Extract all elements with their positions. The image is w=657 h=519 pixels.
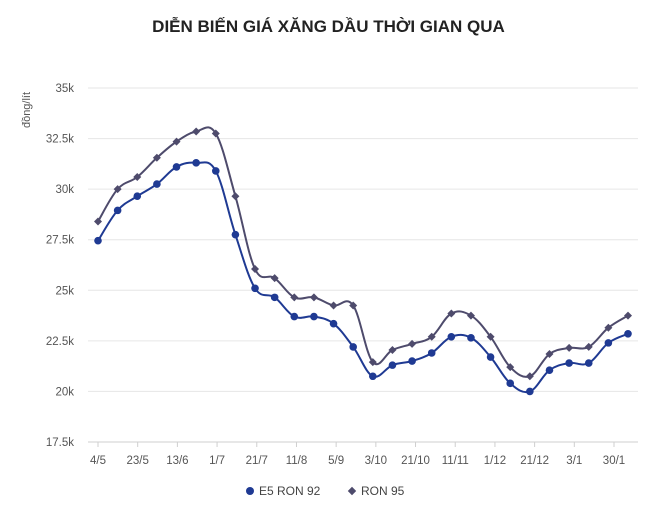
series-line [97,161,629,394]
legend-item-ron-95[interactable]: RON 95 [347,484,405,498]
data-point[interactable] [172,163,181,171]
data-point[interactable] [211,167,220,175]
data-point[interactable] [506,379,515,388]
data-point[interactable] [545,366,554,374]
legend[interactable]: E5 RON 92 RON 95 [246,484,405,498]
grid-lines [88,87,638,443]
data-point[interactable] [172,137,181,146]
chart-title: DIỄN BIẾN GIÁ XĂNG DẦU THỜI GIAN QUA [152,17,505,36]
data-point[interactable] [192,159,200,167]
x-tick-label: 30/1 [603,455,625,467]
y-tick-label: 30k [55,184,74,196]
y-tick-label: 20k [55,386,74,398]
data-point[interactable] [506,363,515,372]
data-point[interactable] [94,236,102,245]
series-line [97,126,629,378]
x-tick-label: 13/6 [166,455,188,467]
data-point[interactable] [329,319,338,328]
series-ron-95 [94,126,632,381]
x-tick-label: 3/1 [566,455,582,467]
data-point[interactable] [486,353,495,361]
y-tick-label: 32.5k [46,134,74,146]
data-point[interactable] [408,357,416,365]
data-point[interactable] [192,127,201,136]
data-point[interactable] [545,350,554,359]
data-point[interactable] [310,312,318,321]
data-point[interactable] [447,309,456,318]
legend-label: E5 RON 92 [259,484,321,498]
y-tick-label: 25k [55,285,74,297]
x-tick-label: 21/10 [401,455,430,467]
y-tick-label: 22.5k [46,336,74,348]
data-point[interactable] [113,185,122,194]
data-point[interactable] [231,230,240,239]
data-point[interactable] [388,361,397,369]
x-tick-label: 21/12 [520,455,549,467]
data-point[interactable] [408,339,417,348]
data-point[interactable] [427,349,436,357]
data-point[interactable] [565,359,573,367]
x-tick-label: 11/8 [286,455,308,467]
x-tick-label: 4/5 [90,455,106,467]
data-point[interactable] [113,206,122,215]
data-point[interactable] [133,192,142,201]
data-point[interactable] [211,129,220,138]
data-point[interactable] [270,274,279,283]
data-point[interactable] [231,192,240,201]
data-point[interactable] [604,339,613,347]
legend-marker [246,487,254,495]
data-point[interactable] [624,311,632,320]
x-tick-label: 3/10 [365,455,387,467]
data-point[interactable] [525,372,534,381]
data-point[interactable] [133,173,142,182]
data-point[interactable] [290,293,299,302]
x-tick-label: 23/5 [126,455,148,467]
series-group [94,126,632,396]
data-point[interactable] [153,180,161,188]
data-point[interactable] [466,311,475,320]
data-point[interactable] [309,293,318,302]
data-point[interactable] [427,332,436,341]
x-tick-label: 11/11 [442,455,469,467]
data-point[interactable] [152,153,161,162]
y-axis-label: đồng/lít [21,92,33,128]
legend-marker [347,486,357,496]
data-point[interactable] [467,334,475,342]
data-point[interactable] [251,284,259,293]
data-point[interactable] [329,301,338,310]
y-axis-ticks: 17.5k 20k 22.5k 25k 27.5k 30k 32.5k 35k [46,83,74,449]
series-e5-ron-92 [94,159,632,396]
data-point[interactable] [584,342,593,351]
data-point[interactable] [349,301,358,310]
x-tick-label: 1/7 [209,455,225,467]
data-point[interactable] [486,332,495,341]
x-tick-label: 1/12 [484,455,506,467]
x-axis-ticks: 4/5 23/5 13/6 1/7 21/7 11/8 5/9 3/10 21/10 11/11 1… [90,442,625,467]
data-point[interactable] [624,329,632,338]
x-tick-label: 5/9 [328,455,344,467]
legend-label: RON 95 [361,484,405,498]
data-point[interactable] [604,323,613,332]
legend-item-e5-ron-92[interactable]: E5 RON 92 [246,484,321,498]
data-point[interactable] [251,265,260,274]
y-tick-label: 27.5k [46,235,74,247]
data-point[interactable] [94,217,102,226]
y-tick-label: 17.5k [46,437,74,449]
data-point[interactable] [388,345,397,354]
data-point[interactable] [565,343,574,352]
data-point[interactable] [290,312,299,321]
data-point[interactable] [349,343,357,351]
data-point[interactable] [270,293,279,302]
data-point[interactable] [447,333,456,341]
y-tick-label: 35k [55,83,74,95]
data-point[interactable] [526,387,534,396]
data-point[interactable] [584,359,593,367]
data-point[interactable] [368,358,377,367]
x-tick-label: 21/7 [246,455,268,467]
data-point[interactable] [369,372,377,381]
